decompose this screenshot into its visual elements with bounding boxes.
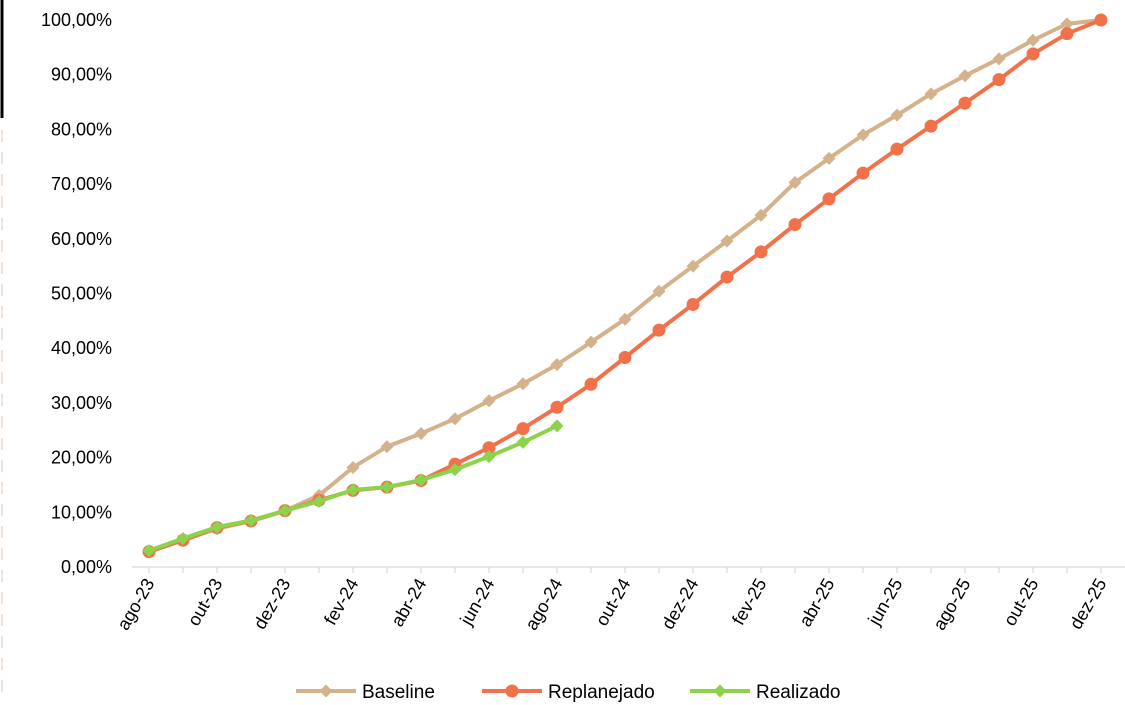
point-marker [176, 532, 190, 546]
series-layer [142, 13, 1108, 559]
x-tick-label: out-25 [1000, 575, 1043, 629]
x-axis: ago-23 out-23 dez-23 fev-24 abr-24 jun-24 ago-… [113, 566, 1125, 634]
legend-item: Realizado [690, 682, 841, 703]
y-tick-label: 50,00% [51, 284, 112, 304]
point-marker [584, 377, 598, 391]
x-tick-label: ago-25 [929, 575, 974, 634]
point-marker [618, 312, 632, 326]
legend: Baseline Replanejado Realizado [296, 682, 841, 703]
y-tick-label: 0,00% [61, 557, 112, 577]
point-marker [550, 400, 564, 414]
point-marker [380, 440, 394, 454]
point-marker [516, 435, 530, 449]
x-tick-label: dez-23 [250, 575, 295, 633]
series-line [148, 18, 1102, 554]
point-marker [516, 377, 530, 391]
point-marker [550, 358, 564, 372]
legend-item: Baseline [296, 682, 435, 703]
series-realizado [142, 419, 564, 558]
point-marker [822, 151, 836, 165]
y-tick-label: 10,00% [51, 502, 112, 522]
point-marker [516, 422, 530, 436]
y-tick-label: 30,00% [51, 393, 112, 413]
point-marker [448, 463, 462, 477]
point-marker [414, 427, 428, 441]
point-marker [550, 419, 564, 433]
y-tick-label: 70,00% [51, 174, 112, 194]
point-marker [890, 142, 904, 156]
legend-label: Baseline [362, 682, 435, 703]
point-marker [584, 335, 598, 349]
point-marker [448, 412, 462, 426]
point-marker [652, 323, 666, 337]
point-marker [754, 208, 768, 222]
point-marker [346, 460, 360, 474]
x-tick-label: ago-24 [521, 575, 566, 634]
y-tick-label: 90,00% [51, 65, 112, 85]
point-marker [1094, 13, 1108, 27]
y-tick-label: 40,00% [51, 338, 112, 358]
point-marker [380, 480, 394, 494]
point-marker [686, 259, 700, 273]
x-tick-label: jun-24 [456, 575, 499, 629]
x-tick-label: abr-24 [387, 575, 430, 630]
point-marker [822, 192, 836, 206]
point-marker [652, 284, 666, 298]
x-tick-label: ago-23 [113, 575, 158, 634]
point-marker [924, 119, 938, 133]
point-marker [312, 494, 326, 508]
point-marker [890, 108, 904, 122]
y-tick-label: 60,00% [51, 229, 112, 249]
x-tick-label: out-23 [184, 575, 227, 629]
point-marker [856, 166, 870, 180]
y-tick-label: 80,00% [51, 119, 112, 139]
point-marker [278, 504, 292, 518]
point-marker [142, 544, 156, 558]
point-marker [713, 684, 727, 698]
x-tick-label: dez-25 [1066, 575, 1111, 633]
x-tick-label: abr-25 [795, 575, 838, 630]
point-marker [958, 96, 972, 110]
point-marker [1026, 33, 1040, 47]
point-marker [346, 483, 360, 497]
point-marker [924, 87, 938, 101]
point-marker [482, 450, 496, 464]
point-marker [319, 684, 333, 698]
point-marker [720, 270, 734, 284]
x-tick-label: fev-24 [320, 575, 362, 628]
y-tick-label: 100,00% [41, 10, 112, 30]
series-baseline [142, 13, 1108, 559]
point-marker [788, 175, 802, 189]
point-marker [754, 245, 768, 259]
point-marker [244, 514, 258, 528]
point-marker [210, 520, 224, 534]
y-axis: 0,00% 10,00% 20,00% 30,00% 40,00% 50,00% 60,00… [41, 10, 112, 577]
point-marker [618, 350, 632, 364]
point-marker [1060, 27, 1074, 41]
point-marker [1060, 17, 1074, 31]
point-marker [720, 234, 734, 248]
series-line [148, 18, 1102, 554]
x-tick-label: dez-24 [658, 575, 703, 633]
x-tick-label: fev-25 [728, 575, 770, 628]
x-tick-label: jun-25 [864, 575, 907, 629]
point-marker [992, 73, 1006, 87]
y-tick-label: 20,00% [51, 448, 112, 468]
point-marker [856, 128, 870, 142]
legend-label: Replanejado [548, 682, 655, 703]
point-marker [958, 69, 972, 83]
point-marker [686, 297, 700, 311]
point-marker [482, 394, 496, 408]
legend-label: Realizado [756, 682, 841, 703]
point-marker [505, 684, 519, 698]
point-marker [414, 473, 428, 487]
point-marker [1026, 47, 1040, 61]
x-tick-label: out-24 [592, 575, 635, 629]
series-replanejado [142, 13, 1108, 559]
legend-item: Replanejado [482, 682, 655, 703]
point-marker [482, 441, 496, 455]
point-marker [992, 52, 1006, 66]
point-marker [788, 218, 802, 232]
